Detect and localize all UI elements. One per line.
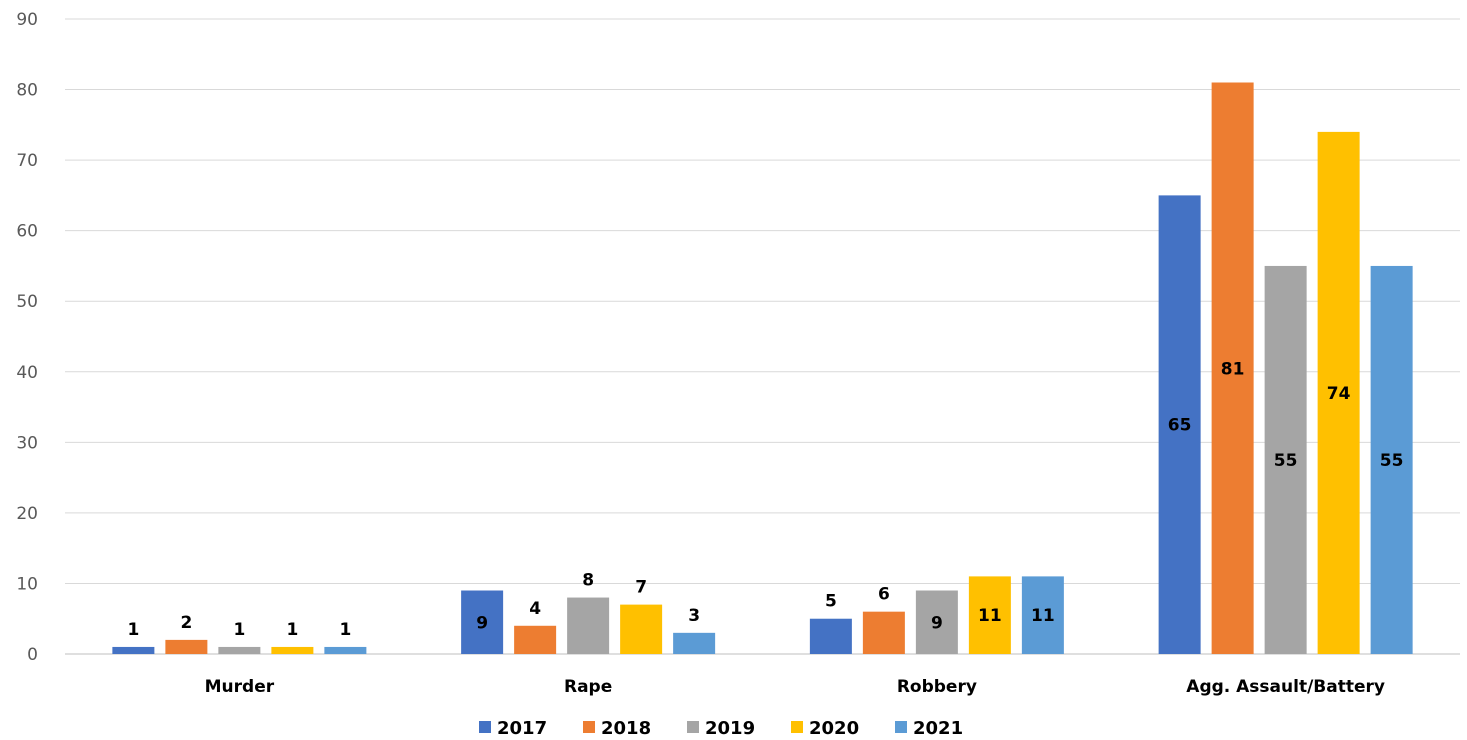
x-tick-label: Agg. Assault/Battery <box>1186 677 1385 697</box>
legend-label: 2021 <box>913 718 963 739</box>
y-tick-label: 30 <box>16 433 38 453</box>
data-label: 8 <box>582 571 594 591</box>
data-label: 11 <box>1031 606 1055 626</box>
data-label: 6 <box>878 585 890 605</box>
x-tick-label: Rape <box>564 677 612 697</box>
legend-label: 2019 <box>705 718 755 739</box>
data-label: 9 <box>476 613 488 633</box>
bar-2021-rape <box>673 632 716 654</box>
y-tick-label: 10 <box>16 574 38 594</box>
data-label: 4 <box>529 599 541 619</box>
x-tick-label: Murder <box>205 677 275 697</box>
y-tick-label: 90 <box>16 10 38 30</box>
bar-2019-murder <box>218 646 261 654</box>
y-tick-label: 60 <box>16 222 38 242</box>
legend-label: 2018 <box>601 718 651 739</box>
bar-2019-agg-assault-battery <box>1264 265 1307 654</box>
data-label: 7 <box>635 578 647 598</box>
y-tick-label: 0 <box>27 645 38 665</box>
legend-swatch <box>895 721 907 733</box>
data-label: 5 <box>825 592 837 612</box>
bar-2021-robbery <box>1021 576 1064 654</box>
bar-2018-robbery <box>862 611 905 654</box>
x-axis-ticks: Murder Rape Robbery Agg. Assault/Battery <box>205 677 1385 697</box>
data-label: 1 <box>233 620 245 640</box>
y-tick-label: 80 <box>16 81 38 101</box>
legend-item-2018: 2018 <box>583 718 651 739</box>
y-tick-label: 50 <box>16 292 38 312</box>
data-label: 9 <box>931 613 943 633</box>
data-label: 3 <box>688 606 700 626</box>
legend-label: 2020 <box>809 718 859 739</box>
data-label: 1 <box>127 620 139 640</box>
gridlines <box>65 18 1460 655</box>
legend-item-2020: 2020 <box>791 718 859 739</box>
legend-swatch <box>583 721 595 733</box>
data-label: 11 <box>978 606 1002 626</box>
bar-2018-rape <box>514 625 557 654</box>
data-label: 74 <box>1327 384 1351 404</box>
bar-2020-agg-assault-battery <box>1317 131 1360 654</box>
legend-swatch <box>479 721 491 733</box>
data-label: 55 <box>1274 451 1298 471</box>
legend-swatch <box>687 721 699 733</box>
bar-2018-murder <box>165 639 208 654</box>
y-tick-label: 40 <box>16 363 38 383</box>
y-tick-label: 20 <box>16 504 38 524</box>
bar-2021-agg-assault-battery <box>1370 265 1413 654</box>
data-label: 81 <box>1221 359 1245 379</box>
bar-2019-robbery <box>915 590 958 654</box>
bar-2020-robbery <box>968 576 1011 654</box>
bar-2021-murder <box>324 646 367 654</box>
data-label: 1 <box>339 620 351 640</box>
legend-swatch <box>791 721 803 733</box>
data-label: 1 <box>286 620 298 640</box>
bar-2018-agg-assault-battery <box>1211 82 1254 654</box>
bar-2020-rape <box>620 604 663 654</box>
x-tick-label: Robbery <box>897 677 977 697</box>
legend: 2017 2018 2019 2020 2021 <box>479 718 963 739</box>
bar-2020-murder <box>271 646 314 654</box>
y-tick-label: 70 <box>16 151 38 171</box>
y-axis-ticks: 0 10 20 30 40 50 60 70 80 90 <box>16 10 38 665</box>
legend-item-2019: 2019 <box>687 718 755 739</box>
data-label: 65 <box>1168 416 1192 436</box>
bar-2019-rape <box>567 597 610 654</box>
bars <box>112 82 1413 654</box>
bar-2017-agg-assault-battery <box>1158 195 1201 654</box>
bar-2017-robbery <box>809 618 852 654</box>
legend-label: 2017 <box>497 718 547 739</box>
data-label: 2 <box>180 613 192 633</box>
legend-item-2021: 2021 <box>895 718 963 739</box>
legend-item-2017: 2017 <box>479 718 547 739</box>
bar-2017-murder <box>112 646 155 654</box>
data-label: 55 <box>1380 451 1404 471</box>
bar-2017-rape <box>461 590 504 654</box>
